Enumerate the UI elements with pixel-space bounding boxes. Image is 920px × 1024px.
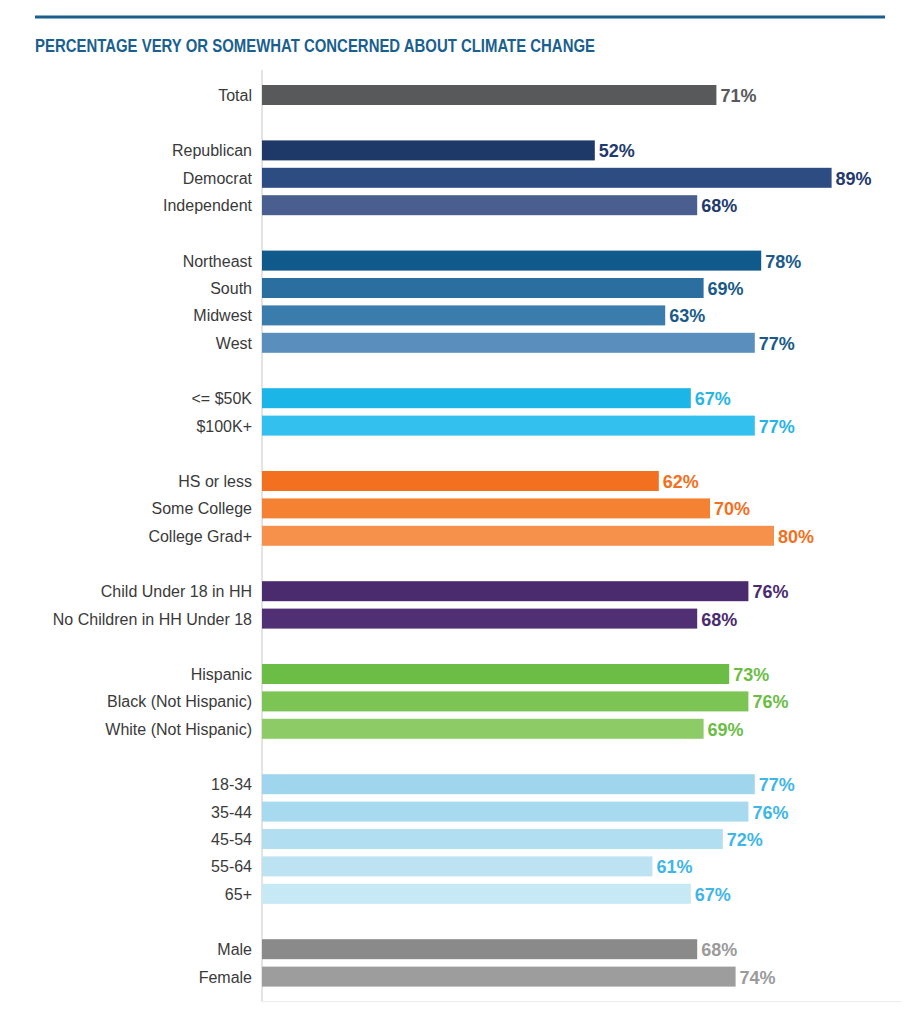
data-label: 63% (669, 306, 705, 326)
data-label: 70% (714, 499, 750, 519)
category-label: Independent (163, 197, 253, 214)
value-axis-line (262, 1001, 902, 1002)
category-label: HS or less (178, 473, 252, 490)
data-label: 69% (708, 279, 744, 299)
labels: Total 71% Republican 52% Democrat 89% Independ… (53, 86, 872, 988)
bar (262, 856, 652, 876)
bar (262, 140, 595, 160)
bar (262, 581, 748, 601)
chart-svg: PERCENTAGE VERY OR SOMEWHAT CONCERNED AB… (0, 0, 920, 1024)
bar (262, 168, 832, 188)
data-label: 77% (759, 417, 795, 437)
category-label: 35-44 (211, 804, 252, 821)
data-label: 77% (759, 775, 795, 795)
category-label: White (Not Hispanic) (105, 721, 252, 738)
bar (262, 719, 704, 739)
bar (262, 609, 697, 629)
category-label: Total (218, 87, 252, 104)
data-label: 77% (759, 334, 795, 354)
category-label: Democrat (183, 170, 253, 187)
bar (262, 195, 697, 215)
category-label: Child Under 18 in HH (101, 583, 252, 600)
category-label: College Grad+ (148, 528, 252, 545)
category-label: Male (217, 941, 252, 958)
category-label: 45-54 (211, 831, 252, 848)
data-label: 68% (701, 196, 737, 216)
data-label: 76% (752, 692, 788, 712)
category-label: West (216, 335, 253, 352)
data-label: 80% (778, 527, 814, 547)
bar (262, 664, 729, 684)
bar (262, 85, 716, 105)
bar (262, 278, 704, 298)
title-rule (35, 16, 885, 19)
bar (262, 416, 755, 436)
bar (262, 774, 755, 794)
bar (262, 691, 748, 711)
bar (262, 829, 723, 849)
bar (262, 471, 659, 491)
category-label: 65+ (225, 886, 252, 903)
data-label: 78% (765, 252, 801, 272)
category-label: Republican (172, 142, 252, 159)
category-label: South (210, 280, 252, 297)
bar (262, 305, 665, 325)
chart-container: PERCENTAGE VERY OR SOMEWHAT CONCERNED AB… (0, 0, 920, 1024)
bar (262, 498, 710, 518)
data-label: 68% (701, 940, 737, 960)
bar (262, 251, 761, 271)
category-label: Female (199, 969, 252, 986)
data-label: 71% (720, 86, 756, 106)
category-label: Some College (152, 500, 253, 517)
bar (262, 939, 697, 959)
category-label: Midwest (193, 307, 252, 324)
category-label: <= $50K (192, 390, 253, 407)
data-label: 67% (695, 389, 731, 409)
bar (262, 967, 736, 987)
data-label: 73% (733, 665, 769, 685)
bars (262, 85, 832, 987)
bar (262, 526, 774, 546)
chart-title: PERCENTAGE VERY OR SOMEWHAT CONCERNED AB… (35, 35, 595, 56)
data-label: 68% (701, 610, 737, 630)
data-label: 72% (727, 830, 763, 850)
data-label: 69% (708, 720, 744, 740)
bar (262, 884, 691, 904)
data-label: 74% (740, 968, 776, 988)
data-label: 89% (836, 169, 872, 189)
category-label: Black (Not Hispanic) (107, 693, 252, 710)
data-label: 61% (656, 857, 692, 877)
category-label: No Children in HH Under 18 (53, 611, 252, 628)
data-label: 62% (663, 472, 699, 492)
category-label: 55-64 (211, 858, 252, 875)
bar (262, 333, 755, 353)
bar (262, 388, 691, 408)
data-label: 52% (599, 141, 635, 161)
data-label: 67% (695, 885, 731, 905)
data-label: 76% (752, 803, 788, 823)
bar (262, 802, 748, 822)
category-label: Northeast (183, 253, 253, 270)
category-label: $100K+ (196, 418, 252, 435)
category-label: Hispanic (191, 666, 252, 683)
category-label: 18-34 (211, 776, 252, 793)
data-label: 76% (752, 582, 788, 602)
